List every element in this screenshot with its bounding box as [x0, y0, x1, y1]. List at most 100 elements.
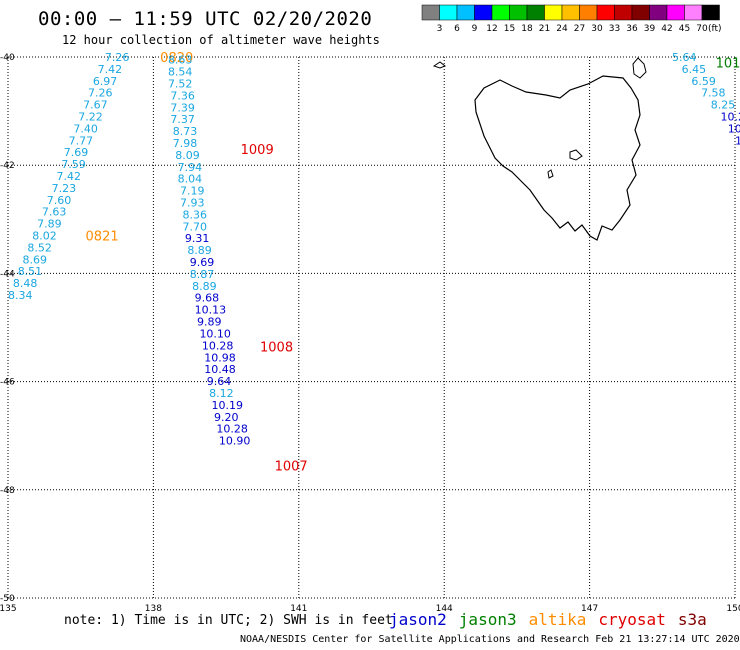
- swh-label: 7.89: [37, 218, 62, 231]
- lat-tick-label: -42: [0, 161, 15, 171]
- color-scale-tick: 39: [644, 24, 656, 34]
- swh-label: 10.23: [720, 111, 740, 124]
- legend-jason3: jason3: [458, 610, 517, 629]
- swh-label: 7.58: [701, 87, 726, 100]
- time-label: 1009: [241, 143, 274, 158]
- swh-label: 7.42: [56, 170, 81, 183]
- lat-tick-label: -46: [0, 378, 15, 388]
- color-scale-tick: 18: [521, 24, 533, 34]
- legend-jason2: jason2: [389, 610, 447, 629]
- swh-label: 6.45: [682, 63, 707, 76]
- color-swatch: [474, 4, 493, 21]
- series-altika: 7.267.426.977.267.677.227.407.777.697.59…: [8, 51, 193, 302]
- color-scale-tick: 15: [504, 24, 515, 34]
- swh-label: 10.09: [728, 122, 740, 135]
- swh-label: 8.63: [168, 54, 193, 67]
- swh-label: 7.63: [42, 206, 67, 219]
- lat-tick-label: -50: [0, 594, 15, 604]
- swh-label: 8.54: [168, 66, 193, 79]
- swh-label: 7.70: [182, 220, 207, 233]
- swh-label: 7.39: [170, 101, 195, 114]
- swh-label: 8.89: [192, 280, 217, 293]
- swh-label: 9.20: [214, 411, 239, 424]
- swh-label: 8.02: [32, 230, 57, 243]
- lat-tick-label: -44: [0, 269, 15, 279]
- color-swatch: [544, 4, 563, 21]
- color-swatch: [579, 4, 598, 21]
- lon-tick-label: 135: [0, 604, 17, 614]
- swh-label: 7.59: [61, 158, 86, 171]
- color-swatch: [701, 4, 720, 21]
- lon-tick-label: 141: [290, 604, 307, 614]
- swh-label: 8.87: [190, 268, 215, 281]
- map-grid: [7, 56, 736, 599]
- swh-label: 9.31: [185, 232, 210, 245]
- color-scale-tick: 70: [696, 24, 708, 34]
- swh-label: 8.09: [175, 149, 200, 162]
- time-label: 0820: [160, 51, 193, 66]
- swh-label: 8.52: [27, 241, 51, 254]
- swh-label: 7.52: [168, 78, 193, 91]
- swh-label: 8.73: [173, 125, 198, 138]
- swh-label: 7.93: [180, 197, 205, 210]
- swh-label: 7.23: [52, 182, 76, 195]
- time-label: 1008: [260, 340, 293, 355]
- swh-label: 7.60: [47, 194, 71, 207]
- legend-s3a: s3a: [677, 610, 707, 629]
- legend-cryosat: cryosat: [598, 610, 666, 629]
- time-label: 1017: [716, 56, 740, 71]
- color-swatch: [456, 4, 475, 21]
- swh-label: 8.04: [178, 173, 203, 186]
- color-scale-bar: 3 6 9 12 15 18 21 24 27 30 33 36 39 42 45 70 (ft): [421, 4, 722, 34]
- lat-tick-label: -40: [0, 53, 15, 63]
- swh-label: 7.98: [173, 137, 198, 150]
- satellite-legend: jason2 jason3 altika cryosat s3a: [389, 610, 719, 629]
- color-scale-tick: 36: [626, 24, 638, 34]
- footer-credit: NOAA/NESDIS Center for Satellite Applica…: [240, 634, 740, 645]
- color-swatch: [596, 4, 615, 21]
- color-swatch: [666, 4, 685, 21]
- color-swatch: [684, 4, 703, 21]
- swh-label: 7.22: [78, 111, 103, 124]
- swh-label: 7.94: [178, 161, 203, 174]
- swh-label: 10.28: [216, 423, 248, 436]
- swh-label: 6.97: [93, 75, 118, 88]
- swh-label: 8.36: [182, 208, 207, 221]
- color-swatch: [526, 4, 545, 21]
- swh-label: 8.89: [187, 244, 212, 257]
- color-swatch: [509, 4, 528, 21]
- chart-subtitle: 12 hour collection of altimeter wave hei…: [62, 33, 380, 47]
- swh-label: 8.51: [18, 265, 43, 278]
- series-cryosat: 8.638.547.527.367.397.378.737.988.097.94…: [168, 54, 308, 475]
- tasmania-coastline: [432, 57, 647, 241]
- color-scale-tick: 27: [574, 24, 585, 34]
- color-scale-tick: 3: [437, 24, 443, 34]
- swh-label: 10.28: [202, 339, 234, 352]
- swh-label: 8.48: [13, 277, 37, 290]
- swh-label: 10.10: [199, 327, 231, 340]
- time-label: 1007: [275, 459, 308, 474]
- lon-tick-label: 138: [145, 604, 162, 614]
- color-scale-tick: 9: [472, 24, 478, 34]
- swh-label: 8.12: [209, 387, 234, 400]
- swh-label: 7.19: [180, 185, 205, 198]
- color-scale-tick: 12: [486, 24, 497, 34]
- swh-label: 8.25: [711, 99, 736, 112]
- color-swatch: [631, 4, 650, 21]
- color-swatch: [561, 4, 580, 21]
- chart-title: 00:00 – 11:59 UTC 02/20/2020: [38, 8, 373, 30]
- swh-label: 7.69: [64, 146, 88, 159]
- swh-label: 7.37: [170, 113, 195, 126]
- swh-label: 10.48: [204, 363, 236, 376]
- color-swatch: [421, 4, 440, 21]
- lon-tick-label: 144: [436, 604, 453, 614]
- swh-label: 10.98: [204, 351, 236, 364]
- lon-tick-label: 147: [581, 604, 598, 614]
- swh-label: 7.26: [105, 51, 130, 64]
- color-scale-tick: 33: [609, 24, 620, 34]
- swh-label: 6.59: [691, 75, 716, 88]
- legend-altika: altika: [528, 610, 587, 629]
- swh-label: 7.77: [69, 134, 94, 147]
